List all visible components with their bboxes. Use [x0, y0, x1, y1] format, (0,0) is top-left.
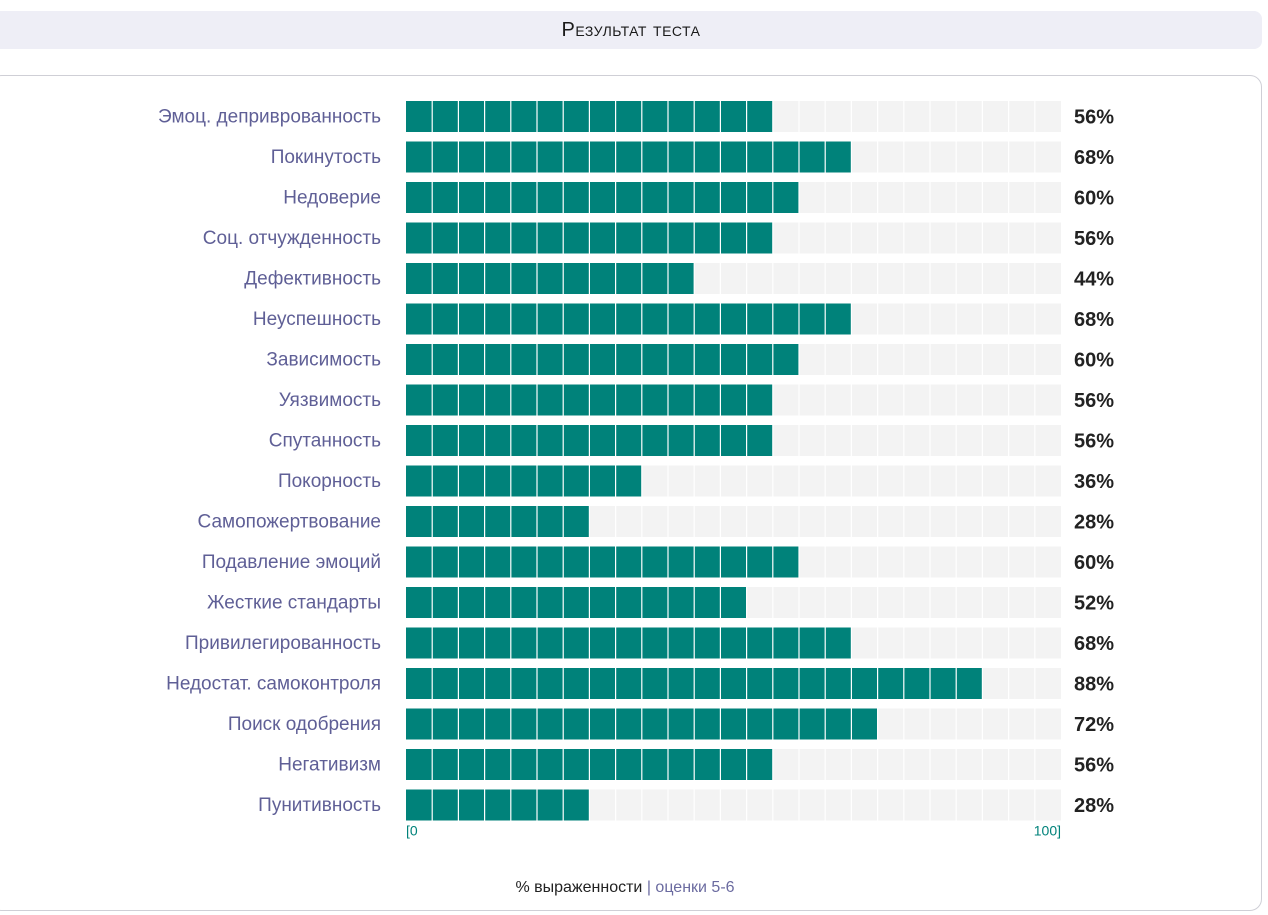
page-title: Результат теста: [0, 11, 1262, 49]
value-label: 56%: [1074, 228, 1114, 250]
bar: [406, 587, 747, 618]
value-label: 88%: [1074, 674, 1114, 696]
chart-legend: % выраженности | оценки 5-6: [0, 879, 1250, 897]
value-label: 60%: [1074, 552, 1114, 574]
bar: [406, 627, 852, 659]
value-label: 60%: [1074, 188, 1114, 210]
bar: [406, 789, 590, 821]
value-label: 52%: [1074, 593, 1114, 615]
category-label: Соц. отчужденность: [203, 228, 381, 249]
category-label: Покинутость: [271, 147, 381, 168]
bar: [406, 546, 799, 578]
value-label: 68%: [1074, 309, 1114, 331]
bar: [406, 182, 799, 213]
value-label: 56%: [1074, 755, 1114, 777]
category-label: Недостат. самоконтроля: [166, 674, 381, 695]
bar: [406, 506, 590, 537]
value-label: 56%: [1074, 390, 1114, 412]
bar: [406, 303, 852, 335]
category-label: Недоверие: [283, 188, 381, 209]
category-label: Привилегированность: [185, 633, 381, 654]
value-label: 28%: [1074, 512, 1114, 534]
legend-sub: оценки 5-6: [655, 879, 735, 896]
category-label: Покорность: [278, 471, 381, 492]
value-label: 28%: [1074, 795, 1114, 817]
category-label: Эмоц. деприврованность: [158, 107, 381, 128]
category-label: Пунитивность: [258, 795, 381, 816]
bar: [406, 465, 642, 497]
legend-separator: |: [646, 879, 651, 896]
bar: [406, 141, 852, 173]
category-label: Дефективность: [244, 269, 381, 290]
value-label: 68%: [1074, 633, 1114, 655]
bar: [406, 344, 799, 375]
category-label: Самопожертвование: [198, 512, 381, 533]
value-label: 56%: [1074, 431, 1114, 453]
x-tick-label: [0: [406, 823, 418, 839]
value-label: 44%: [1074, 269, 1114, 291]
value-label: 72%: [1074, 714, 1114, 736]
bar: [406, 263, 695, 294]
category-label: Уязвимость: [279, 390, 381, 411]
category-label: Зависимость: [266, 350, 381, 371]
category-label: Подавление эмоций: [202, 552, 381, 573]
page-title-text: Результат теста: [561, 18, 701, 41]
category-label: Поиск одобрения: [228, 714, 381, 735]
value-label: 60%: [1074, 350, 1114, 372]
legend-main: % выраженности: [515, 879, 643, 896]
category-label: Неуспешность: [253, 309, 381, 330]
category-label: Жесткие стандарты: [207, 593, 381, 614]
value-label: 56%: [1074, 107, 1114, 129]
x-tick-label: 100]: [1034, 823, 1061, 839]
value-label: 36%: [1074, 471, 1114, 493]
category-label: Спутанность: [269, 431, 381, 452]
value-label: 68%: [1074, 147, 1114, 169]
category-label: Негативизм: [278, 755, 381, 776]
